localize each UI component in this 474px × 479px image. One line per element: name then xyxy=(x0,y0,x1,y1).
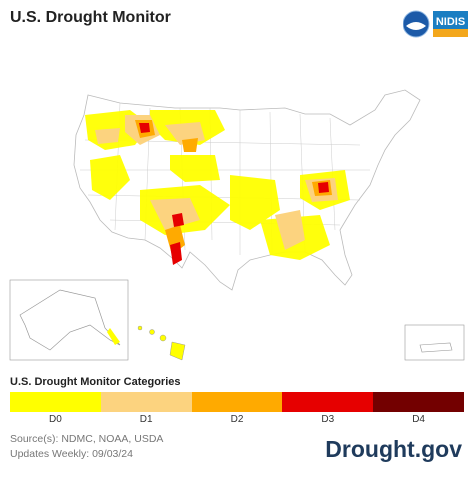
legend-label-d0: D0 xyxy=(49,414,62,425)
update-frequency-text: Updates Weekly: 09/03/24 xyxy=(10,448,133,460)
sources-text: Source(s): NDMC, NOAA, USDA xyxy=(10,433,164,445)
legend-swatch-d3 xyxy=(282,392,374,412)
legend-title: U.S. Drought Monitor Categories xyxy=(10,376,181,388)
legend-swatch-d1 xyxy=(100,392,192,412)
legend-label-d4: D4 xyxy=(412,414,425,425)
svg-text:NIDIS: NIDIS xyxy=(436,16,465,28)
nidis-logo: NIDIS xyxy=(433,11,468,37)
legend-labels: D0 D1 D2 D3 D4 xyxy=(10,414,464,425)
alaska-outline xyxy=(19,289,121,351)
noaa-logo xyxy=(403,10,430,38)
partner-logos: NIDIS xyxy=(403,10,468,38)
legend-swatch-d4 xyxy=(373,392,464,412)
legend-label-d1: D1 xyxy=(139,414,153,425)
page-title: U.S. Drought Monitor xyxy=(10,9,171,26)
legend-color-bar xyxy=(10,392,464,412)
legend-label-d2: D2 xyxy=(230,414,244,425)
drought-gov-brand[interactable]: Drought.gov xyxy=(325,436,462,462)
drought-map xyxy=(9,89,465,361)
alaska-d0 xyxy=(107,328,120,345)
hawaii-islands xyxy=(137,325,186,361)
d3-areas xyxy=(139,123,329,265)
alaska-inset-frame xyxy=(9,279,129,361)
legend-swatch-d0 xyxy=(10,392,101,412)
footer-meta: Source(s): NDMC, NOAA, USDA Updates Week… xyxy=(10,432,163,462)
legend-label-d3: D3 xyxy=(321,414,335,425)
legend-swatch-d2 xyxy=(191,392,283,412)
puerto-rico-outline xyxy=(419,342,453,353)
puerto-rico-inset-frame xyxy=(404,324,465,361)
